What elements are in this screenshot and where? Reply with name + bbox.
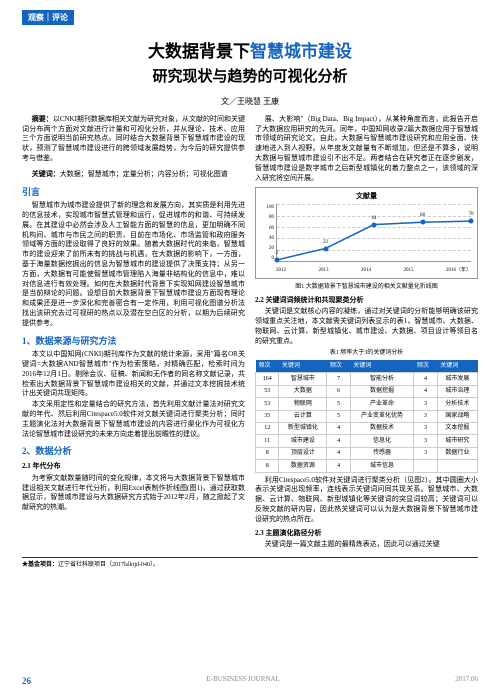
right-column: 展、大影响"（Big Data、Big Impact），从某种角度而言，此报告开…	[255, 115, 478, 551]
chart-container: 文献量 100806040200 222646870 2012201320142…	[255, 187, 478, 279]
col2-top: 展、大影响"（Big Data、Big Impact），从某种角度而言，此报告开…	[255, 115, 478, 184]
title-line1: 大数据背景下智慧城市建设	[22, 39, 478, 65]
x-axis: 20122013201420152016（年）	[276, 267, 471, 274]
intro-text: 智慧城市为城市建设提供了新的理念和发展方向，其实质是利用先进的信息技术，实现城市…	[22, 201, 245, 328]
s22-heading: 2.2 关键词词频统计和共现聚类分析	[255, 296, 478, 306]
kw-label: 关键词：	[32, 170, 60, 178]
s21-heading: 2.1 年代分布	[22, 462, 245, 472]
abstract-text: 以CNKI期刊数据库相关文献为研究对象，从文献的时间和关键词分布两个方面对文献进…	[22, 115, 245, 162]
title-black: 大数据背景下	[148, 42, 250, 61]
journal-name: E-BUSINESS JOURNAL	[206, 675, 279, 688]
keyword-table: 频次关键词频次关键词频次关键词 164智慧城市7智能分析4城市发展53大数据6数…	[255, 360, 478, 473]
issue-date: 2017.06	[455, 675, 478, 688]
table-caption: 表1 频率大于3的关键词分析	[255, 349, 478, 357]
intro-heading: 引言	[22, 186, 245, 199]
s23b-text: 关键词是一篇文献主题的最精炼表达，因此可以通过关键	[255, 540, 478, 550]
s23a-text: 利用Citespace5.0软件对关键词进行聚类分析（见图2）。其中圆圈大小表示…	[255, 476, 478, 525]
s21-text: 为考察文献数量随时间的变化规律，本文将与大数据背景下智慧城市建设相关文献进行年代…	[22, 474, 245, 513]
keywords: 关键词：大数据；智慧城市；定量分析；内容分析；可视化图谱	[22, 170, 245, 180]
s22-text: 关键词是文献核心内容的凝练，通过对关键词的分析能够明确该研究领域重点关注地，本文…	[255, 307, 478, 346]
chart-caption: 图1 大数据背景下智慧城市建设的相关文献量化折线图	[255, 283, 478, 291]
two-column-body: 摘要：以CNKI期刊数据库相关文献为研究对象，从文献的时间和关键词分布两个方面对…	[22, 115, 478, 551]
section-header: 观察｜评论	[22, 10, 74, 25]
s1b-text: 本文采用定性和定量结合的研究方法，首先利用文献计量法对研究文献的年代、然后利用C…	[22, 400, 245, 439]
abstract-label: 摘要：	[32, 115, 53, 123]
funding-note: ★基金项目：辽宁省社科联项目（2017lslktjd-040）。	[22, 557, 478, 569]
title-line2: 研究现状与趋势的可视化分析	[22, 67, 478, 88]
s23-heading: 2.3 主题演化路径分析	[255, 529, 478, 539]
author-line: 文／王晓慧 王康	[22, 96, 478, 107]
line-chart: 100806040200 222646870 20122013201420152…	[260, 204, 473, 274]
y-axis: 100806040200	[260, 204, 274, 262]
s1-text: 本文以中国知网(CNKI)期刊库作为文献的统计来源，采用"篇名OR关键词=大数据…	[22, 350, 245, 399]
s2-heading: 2、数据分析	[22, 445, 245, 458]
title-blue: 智慧城市建设	[250, 42, 352, 61]
kw-text: 大数据；智慧城市；定量分析；内容分析；可视化图谱	[60, 170, 228, 178]
page-number: 26	[22, 675, 31, 688]
funding-text: 辽宁省社科联项目（2017lslktjd-040）。	[58, 562, 159, 568]
left-column: 摘要：以CNKI期刊数据库相关文献为研究对象，从文献的时间和关键词分布两个方面对…	[22, 115, 245, 551]
chart-title: 文献量	[260, 192, 473, 202]
page-footer: 26 E-BUSINESS JOURNAL 2017.06	[22, 675, 478, 688]
abstract: 摘要：以CNKI期刊数据库相关文献为研究对象，从文献的时间和关键词分布两个方面对…	[22, 115, 245, 164]
s1-heading: 1、数据来源与研究方法	[22, 335, 245, 348]
plot-area: 222646870	[276, 204, 471, 262]
funding-label: ★基金项目：	[22, 562, 58, 568]
title-block: 大数据背景下智慧城市建设 研究现状与趋势的可视化分析 文／王晓慧 王康	[22, 39, 478, 107]
